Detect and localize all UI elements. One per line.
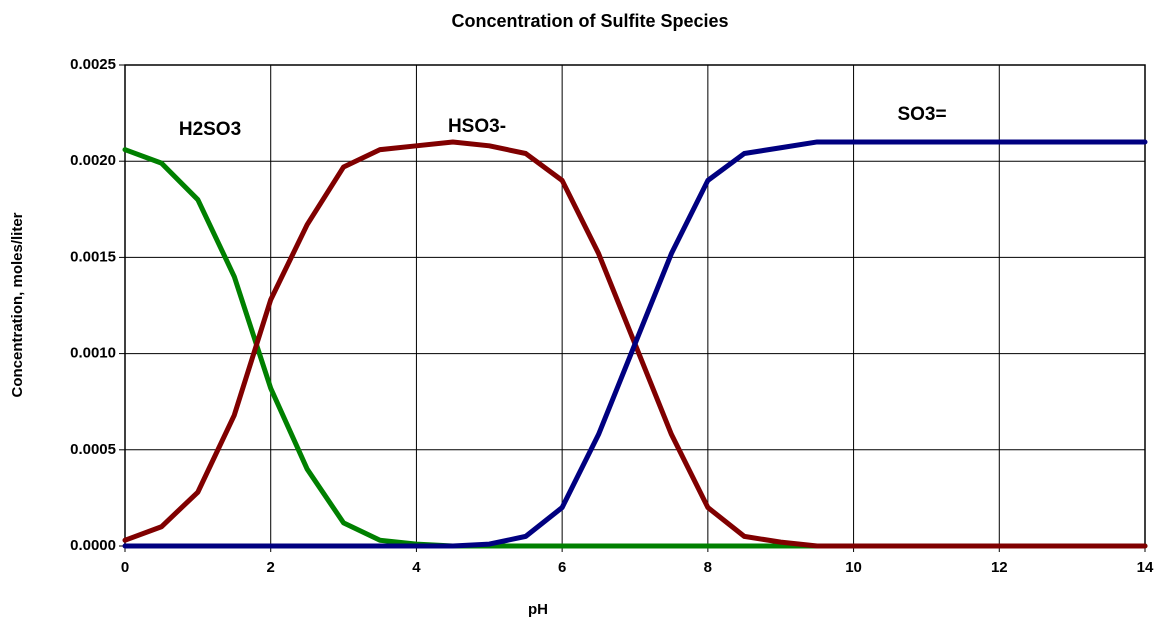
series-annotation: HSO3-: [448, 116, 506, 137]
x-tick-label: 4: [412, 559, 421, 576]
y-tick-label: 0.0000: [70, 537, 116, 554]
series-annotation: H2SO3: [179, 119, 241, 140]
x-tick-label: 10: [845, 559, 862, 576]
x-tick-label: 8: [704, 559, 712, 576]
x-tick-label: 12: [991, 559, 1008, 576]
x-axis-label: pH: [528, 601, 548, 618]
x-tick-label: 14: [1137, 559, 1154, 576]
series-annotation: SO3=: [897, 104, 946, 125]
y-tick-label: 0.0010: [70, 345, 116, 362]
chart-title: Concentration of Sulfite Species: [451, 11, 728, 31]
y-tick-label: 0.0025: [70, 56, 116, 73]
y-axis-label: Concentration, moles/liter: [9, 212, 26, 397]
y-tick-label: 0.0015: [70, 248, 116, 265]
y-tick-label: 0.0020: [70, 152, 116, 169]
x-tick-label: 6: [558, 559, 566, 576]
x-tick-label: 0: [121, 559, 129, 576]
plot-border: [124, 64, 1146, 547]
x-tick-label: 2: [267, 559, 275, 576]
series-line: [122, 139, 1148, 549]
y-tick-label: 0.0005: [70, 441, 116, 458]
